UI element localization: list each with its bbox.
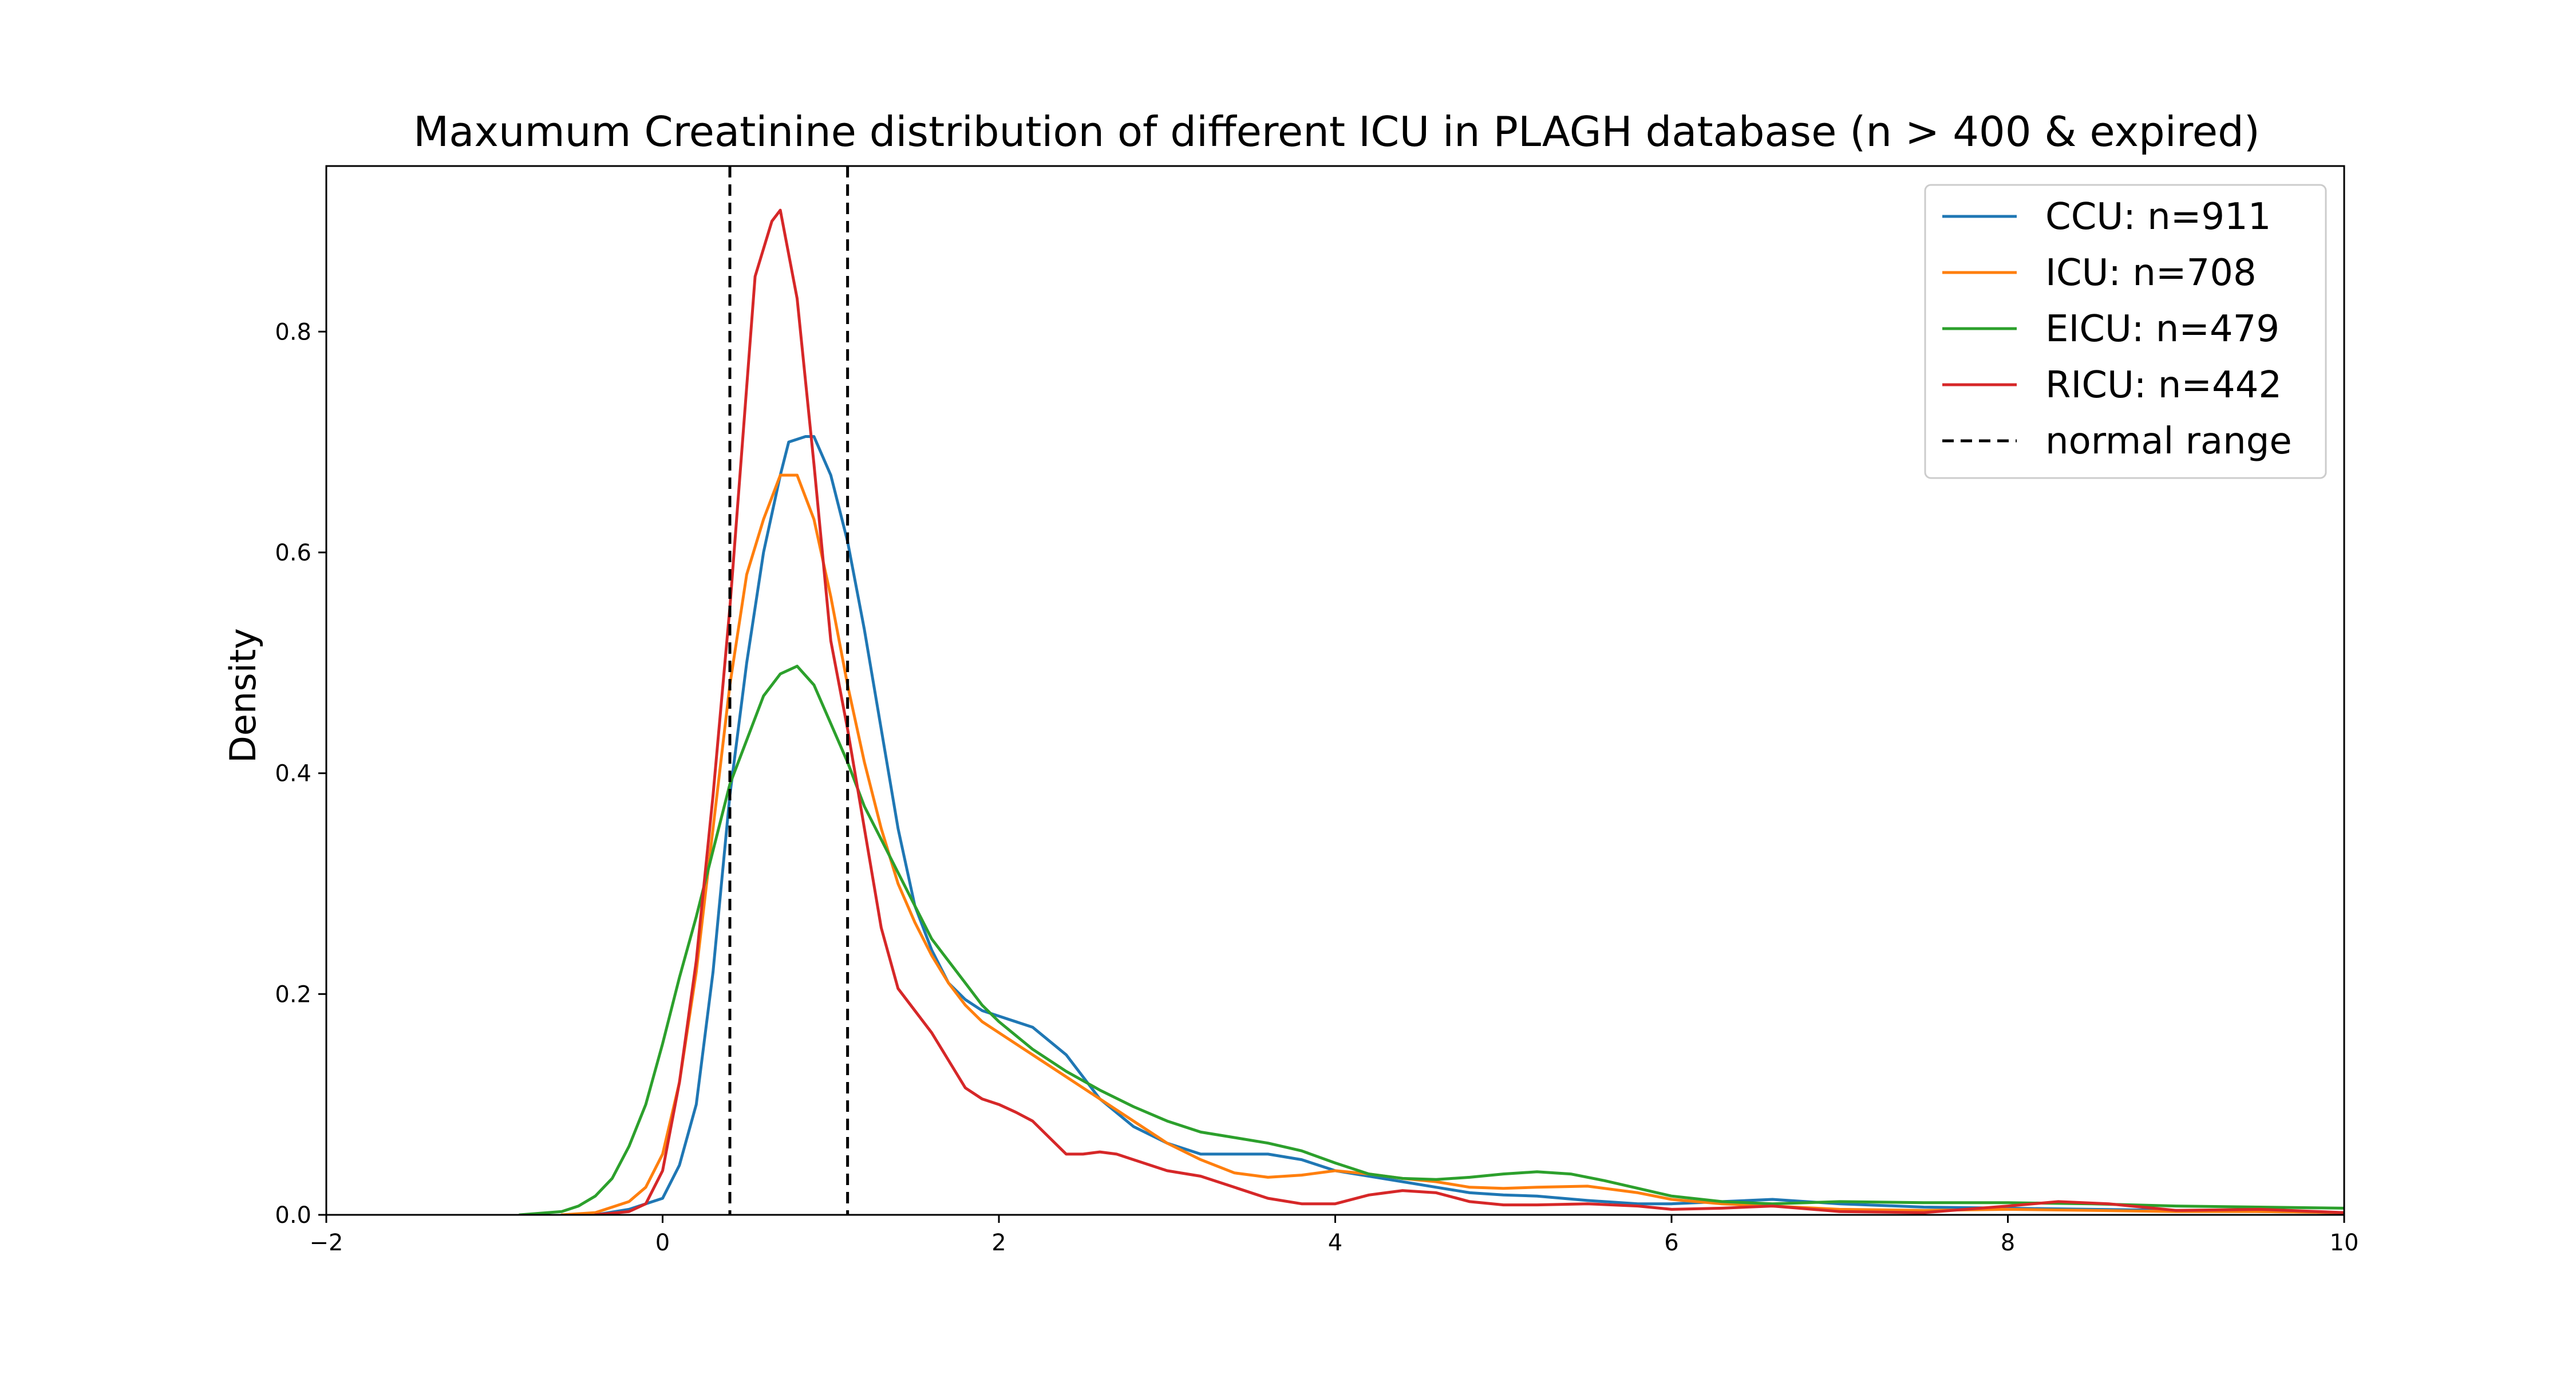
x-tick-label: −2 (310, 1230, 343, 1256)
density-line-icu (560, 473, 2344, 1215)
legend-label: CCU: n=911 (2045, 196, 2271, 238)
x-tick-label: 2 (991, 1230, 1006, 1256)
series-group (518, 208, 2344, 1215)
y-tick-label: 0.6 (275, 540, 311, 566)
legend-label: RICU: n=442 (2045, 364, 2282, 406)
legend: CCU: n=911 ICU: n=708 EICU: n=479 RICU: n=4… (1924, 184, 2327, 479)
legend-label: ICU: n=708 (2045, 252, 2257, 294)
y-tick-label: 0.4 (275, 761, 311, 787)
density-line-ccu (594, 435, 2344, 1215)
y-tick-label: 0.0 (275, 1202, 311, 1229)
y-tick-label: 0.2 (275, 981, 311, 1008)
density-line-ricu (594, 208, 2344, 1215)
legend-frame (1924, 184, 2327, 479)
chart-title: Maxumum Creatinine distribution of diffe… (413, 108, 2260, 156)
x-tick-label: 8 (2001, 1230, 2015, 1256)
y-axis-label: Density (222, 628, 264, 763)
legend-label: EICU: n=479 (2045, 308, 2279, 350)
density-line-eicu (518, 665, 2344, 1215)
x-tick-label: 6 (1664, 1230, 1678, 1256)
x-tick-label: 0 (655, 1230, 670, 1256)
y-tick-label: 0.8 (275, 319, 311, 345)
x-tick-label: 4 (1328, 1230, 1342, 1256)
plot-area: −2 0 2 4 6 8 10 0.0 0.2 0.4 0.6 0.8 (275, 165, 2359, 1256)
x-tick-label: 10 (2330, 1230, 2359, 1256)
legend-label: normal range (2045, 420, 2292, 463)
